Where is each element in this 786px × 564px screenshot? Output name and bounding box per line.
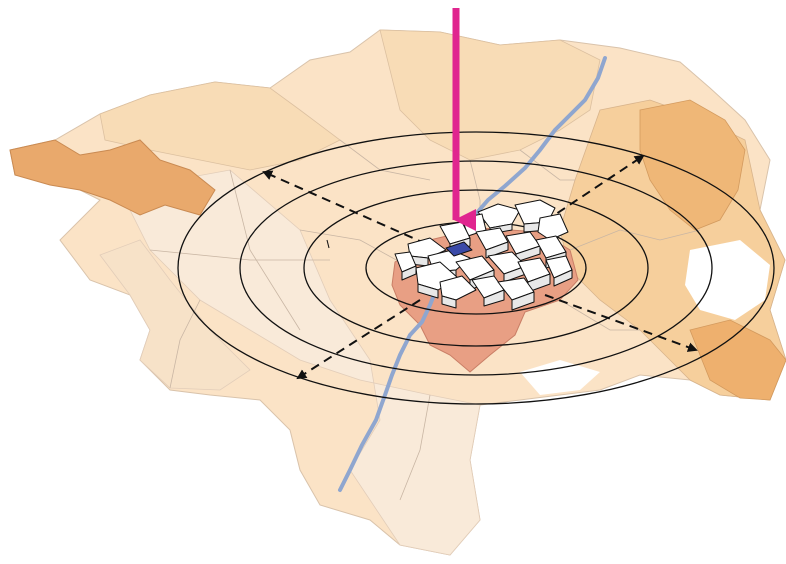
- building: [439, 275, 477, 301]
- axis-northwest: [262, 170, 441, 251]
- building: [401, 265, 417, 281]
- region-light-west: [119, 169, 481, 556]
- region-mid-north: [379, 29, 601, 161]
- building: [483, 289, 505, 307]
- region-gap-southeast: [520, 360, 600, 395]
- ring-3: [239, 160, 713, 376]
- region-dark-west: [9, 139, 216, 216]
- region-gap-east: [685, 240, 770, 320]
- selected-building-icon: [445, 241, 473, 257]
- region-dark-southeast: [689, 319, 786, 401]
- building: [417, 283, 439, 299]
- region-dark-east: [639, 99, 746, 231]
- building: [537, 213, 569, 241]
- building: [485, 241, 509, 259]
- ring-2: [303, 189, 649, 347]
- building-cluster: [394, 199, 573, 311]
- district-borders: [149, 139, 701, 501]
- ring-4: [177, 131, 775, 405]
- territory: [9, 29, 786, 556]
- direction-axes: [262, 154, 698, 380]
- building: [477, 203, 521, 229]
- region-light-sw: [99, 239, 251, 391]
- axis-southwest: [296, 299, 421, 380]
- building: [441, 295, 457, 309]
- tick-mark: [326, 239, 330, 249]
- distance-rings: [177, 131, 775, 405]
- building: [553, 269, 573, 287]
- axis-northeast: [519, 154, 645, 239]
- axis-southeast: [544, 294, 698, 352]
- building: [511, 291, 535, 311]
